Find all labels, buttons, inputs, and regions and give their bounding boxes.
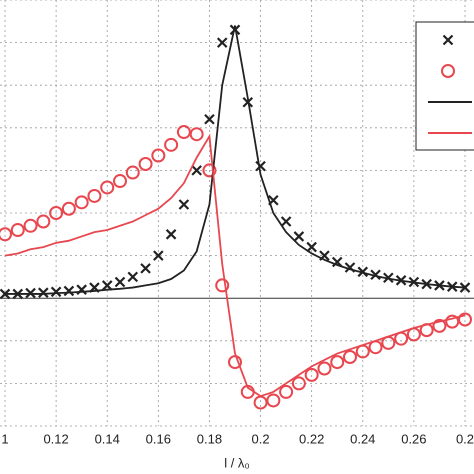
x-marker <box>293 231 305 242</box>
x-marker <box>63 285 75 297</box>
x-marker <box>191 165 202 176</box>
x-tick-label: 0.24 <box>350 431 375 446</box>
circle-marker <box>266 393 281 408</box>
circle-marker <box>189 127 204 142</box>
x-marker <box>370 269 381 281</box>
circle-marker <box>458 312 472 327</box>
x-marker <box>127 271 139 283</box>
x-marker <box>204 114 215 125</box>
x-marker <box>101 280 113 291</box>
x-tick-label: 0.2 <box>456 431 474 446</box>
circle-marker <box>441 64 455 78</box>
x-tick-label: 0.12 <box>43 431 68 446</box>
circle-marker <box>343 349 357 364</box>
legend-box <box>415 21 474 151</box>
x-marker <box>50 286 62 298</box>
circle-marker <box>215 278 230 293</box>
circle-marker <box>279 384 294 399</box>
x-marker <box>140 263 151 274</box>
series-line <box>5 25 466 295</box>
circle-marker <box>202 163 217 178</box>
x-marker <box>442 34 454 46</box>
circle-marker <box>125 165 140 180</box>
x-marker <box>280 216 292 227</box>
x-axis-label: l / λ₀ <box>224 455 250 470</box>
x-tick-label: 0.2 <box>252 431 270 446</box>
circle-marker <box>176 125 191 140</box>
x-marker <box>331 256 343 268</box>
circle-marker <box>151 148 166 163</box>
circle-marker <box>304 367 319 382</box>
circle-marker <box>291 376 306 391</box>
circle-marker <box>74 195 89 210</box>
x-marker <box>306 241 317 253</box>
x-tick-label: 0.16 <box>146 431 171 446</box>
circle-marker <box>138 157 153 172</box>
x-marker <box>255 160 266 172</box>
circle-marker <box>0 227 12 242</box>
x-tick-label: 1 <box>1 431 8 446</box>
x-tick-label: 0.14 <box>95 431 120 446</box>
circle-marker <box>36 214 51 229</box>
x-marker <box>38 287 49 298</box>
circle-marker <box>317 361 332 376</box>
circle-marker <box>23 218 38 233</box>
x-tick-label: 0.26 <box>401 431 426 446</box>
circle-marker <box>164 137 179 152</box>
circle-marker <box>87 188 102 203</box>
circle-marker <box>61 201 76 216</box>
circle-marker <box>49 206 64 220</box>
x-tick-label: 0.22 <box>299 431 324 446</box>
x-marker <box>153 250 164 261</box>
x-tick-label: 0.18 <box>197 431 222 446</box>
circle-marker <box>10 223 25 238</box>
x-marker <box>114 276 126 288</box>
series-line <box>4 133 466 398</box>
x-marker <box>178 199 190 210</box>
x-marker <box>165 229 177 240</box>
circle-marker <box>330 355 345 370</box>
circle-marker <box>445 314 460 329</box>
x-marker <box>216 37 228 48</box>
circle-marker <box>100 180 115 195</box>
circle-marker <box>113 174 127 189</box>
circle-marker <box>432 318 447 333</box>
